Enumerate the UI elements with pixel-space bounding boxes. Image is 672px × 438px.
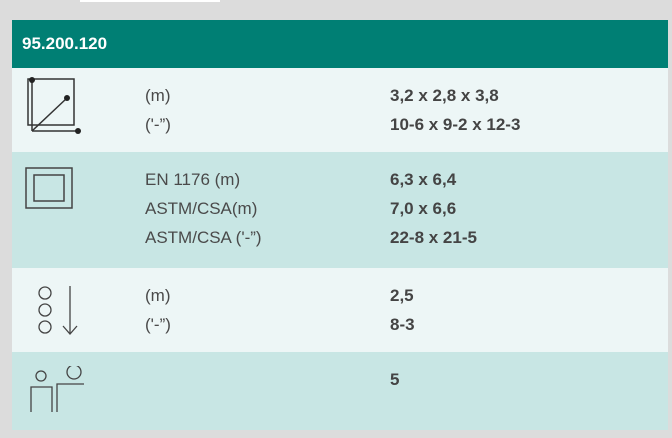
unit-label: (m) bbox=[145, 286, 171, 305]
dimensions-row: (m) ('-”) 3,2 x 2,8 x 3,8 10-6 x 9-2 x 1… bbox=[12, 68, 668, 152]
value: 6,3 x 6,4 bbox=[390, 170, 457, 189]
value: 2,5 bbox=[390, 286, 414, 305]
unit-label: ('-”) bbox=[145, 115, 171, 134]
unit-label: (m) bbox=[145, 86, 171, 105]
value: 10-6 x 9-2 x 12-3 bbox=[390, 115, 521, 134]
value: 22-8 x 21-5 bbox=[390, 228, 477, 247]
spec-table: 95.200.120 (m) ('-”) 3,2 x 2,8 x 3,8 10-… bbox=[12, 20, 668, 430]
standard-label: ASTM/CSA(m) bbox=[145, 199, 258, 218]
top-bar bbox=[80, 0, 220, 2]
safety-area-icon bbox=[25, 167, 73, 209]
users-icon bbox=[30, 366, 84, 412]
product-number: 95.200.120 bbox=[12, 20, 668, 68]
safety-area-row: EN 1176 (m) ASTM/CSA(m) ASTM/CSA ('-”) 6… bbox=[12, 152, 668, 268]
value: 3,2 x 2,8 x 3,8 bbox=[390, 86, 499, 105]
dimensions-icon bbox=[27, 77, 81, 134]
users-row: 5 bbox=[12, 352, 668, 430]
fall-height-icon bbox=[38, 286, 78, 335]
value: 8-3 bbox=[390, 315, 415, 334]
value: 7,0 x 6,6 bbox=[390, 199, 457, 218]
unit-label: ('-”) bbox=[145, 315, 171, 334]
standard-label: ASTM/CSA ('-”) bbox=[145, 228, 262, 247]
fall-height-row: (m) ('-”) 2,5 8-3 bbox=[12, 268, 668, 352]
user-count: 5 bbox=[390, 370, 400, 389]
standard-label: EN 1176 (m) bbox=[145, 170, 241, 189]
